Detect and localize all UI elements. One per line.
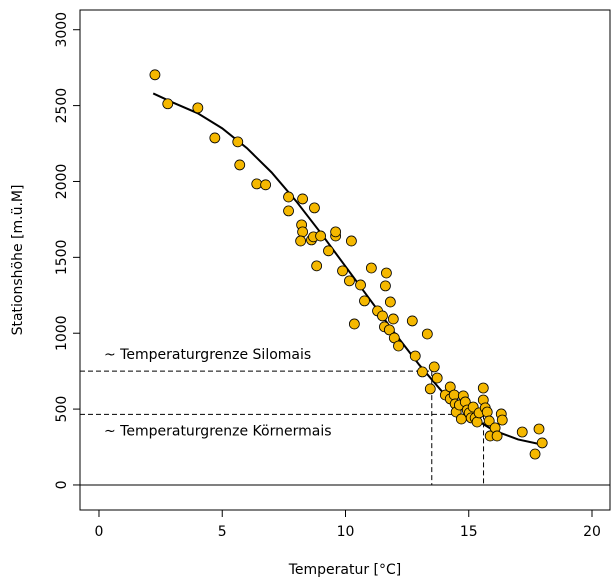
point xyxy=(491,430,503,442)
point xyxy=(409,350,421,362)
point xyxy=(251,178,263,190)
point xyxy=(260,179,272,191)
point xyxy=(297,226,309,238)
y-tick-label: 1000 xyxy=(54,315,70,351)
point xyxy=(536,437,548,449)
point xyxy=(309,202,320,214)
reference-label: ~ Temperaturgrenze Silomais xyxy=(104,347,311,363)
point xyxy=(384,296,396,308)
point xyxy=(431,372,443,384)
x-tick-label: 10 xyxy=(337,524,355,540)
point xyxy=(383,324,395,336)
point xyxy=(295,235,307,247)
point xyxy=(192,102,204,114)
point xyxy=(417,366,428,378)
point xyxy=(481,406,493,418)
x-axis-title: Temperatur [°C] xyxy=(288,562,402,578)
point xyxy=(516,426,528,438)
reference-label: ~ Temperaturgrenze Körnermais xyxy=(104,423,332,439)
point xyxy=(337,265,348,277)
point xyxy=(428,361,440,373)
point xyxy=(315,230,326,242)
point xyxy=(234,159,246,171)
point xyxy=(381,267,392,279)
point xyxy=(448,389,460,401)
point xyxy=(421,328,433,340)
point xyxy=(162,98,174,110)
y-tick-label: 1500 xyxy=(54,240,70,276)
point xyxy=(387,313,399,325)
point xyxy=(533,423,545,435)
point xyxy=(283,205,294,217)
point xyxy=(365,262,377,274)
point xyxy=(232,136,244,148)
y-tick-label: 2500 xyxy=(54,88,70,124)
point xyxy=(344,275,355,287)
point xyxy=(424,383,436,395)
point xyxy=(471,416,483,428)
y-tick-label: 2000 xyxy=(54,164,70,200)
point xyxy=(209,132,221,144)
point xyxy=(311,260,323,272)
point xyxy=(346,235,357,247)
y-tick-label: 500 xyxy=(54,396,70,423)
point xyxy=(297,193,309,205)
y-tick-label: 0 xyxy=(54,481,70,490)
y-axis-title: Stationshöhe [m.ü.M] xyxy=(10,185,26,336)
y-tick-label: 3000 xyxy=(54,12,70,48)
point xyxy=(496,414,508,426)
point xyxy=(348,318,360,330)
x-tick-label: 20 xyxy=(583,524,601,540)
point xyxy=(359,295,370,307)
point xyxy=(149,69,161,81)
x-tick-label: 5 xyxy=(218,524,227,540)
point xyxy=(380,280,391,292)
point xyxy=(477,382,489,394)
point xyxy=(483,415,495,427)
point xyxy=(330,226,342,238)
point xyxy=(529,448,541,460)
point xyxy=(377,310,388,322)
point xyxy=(323,245,334,257)
point xyxy=(393,340,404,352)
x-tick-label: 15 xyxy=(460,524,478,540)
point xyxy=(406,315,418,327)
x-tick-label: 0 xyxy=(95,524,104,540)
point xyxy=(283,191,294,203)
point xyxy=(355,279,366,291)
